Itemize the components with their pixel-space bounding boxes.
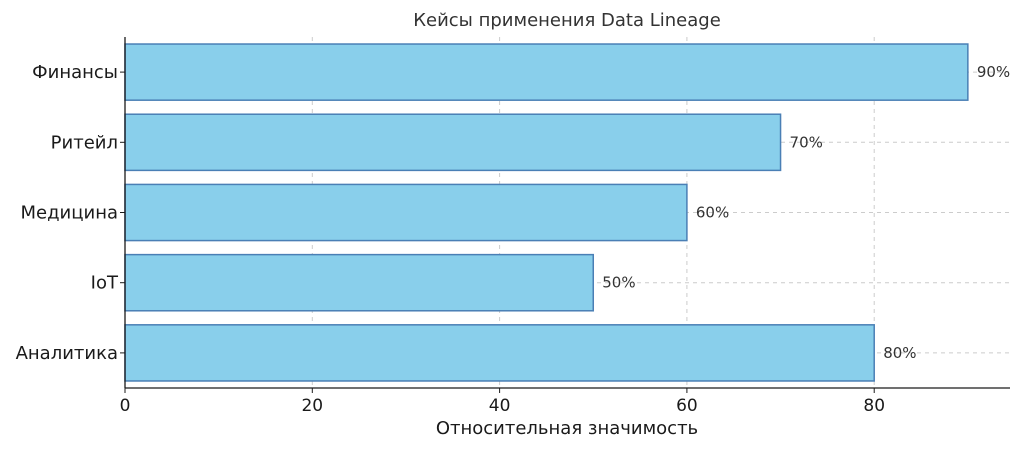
x-tick-label: 80 [863,396,885,416]
data-label: 80% [883,344,916,362]
labels: Финансы 90% Ритейл 70% Медицина 60% IoT 50% Анал… [16,62,1011,416]
x-tick-label: 60 [676,396,698,416]
x-tick-label: 20 [301,396,323,416]
x-tick-label: 40 [489,396,511,416]
x-tick-label: 0 [120,396,131,416]
bar [124,324,875,382]
data-label: 70% [790,133,823,151]
y-tick-label: IoT [91,273,119,294]
bar [124,43,969,101]
y-tick-label: Ритейл [51,132,118,153]
y-tick-label: Медицина [21,203,119,224]
chart-title: Кейсы применения Data Lineage [413,10,721,31]
data-label: 50% [602,274,635,292]
bar [124,253,595,312]
y-tick-label: Аналитика [16,343,118,364]
data-label: 60% [696,204,729,222]
bars [124,43,969,382]
bar [124,113,782,172]
bar [124,183,688,242]
x-axis-label: Относительная значимость [436,418,698,439]
y-tick-label: Финансы [32,62,118,83]
data-label: 90% [977,63,1010,81]
